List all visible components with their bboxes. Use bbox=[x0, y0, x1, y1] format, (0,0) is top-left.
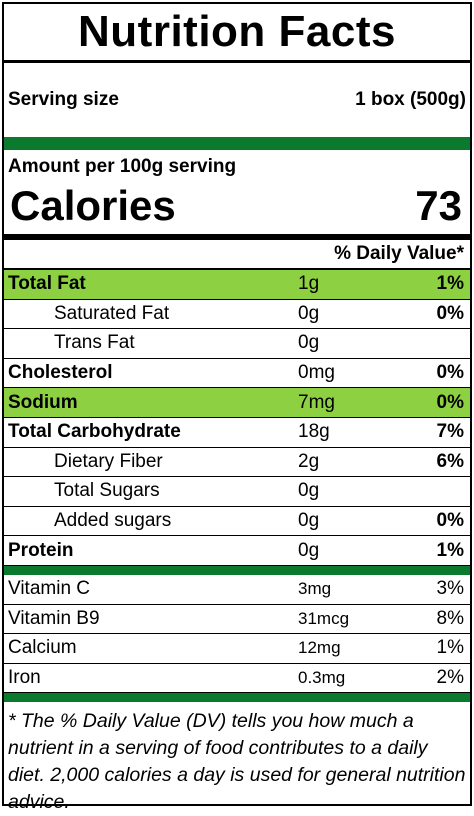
nutrient-amount: 7mg bbox=[298, 391, 335, 413]
nutrient-amount: 18g bbox=[298, 421, 330, 443]
nutrient-name: Total Carbohydrate bbox=[8, 421, 181, 443]
serving-size-value: 1 box (500g) bbox=[355, 89, 466, 110]
vitamin-dv: 8% bbox=[436, 607, 464, 629]
nutrient-row-protein: Protein 0g 1% bbox=[4, 535, 470, 565]
nutrient-dv: 0% bbox=[436, 302, 464, 324]
vitamin-amount: 12mg bbox=[298, 638, 341, 658]
calories-row: Calories 73 bbox=[4, 178, 470, 234]
nutrient-row-total-fat: Total Fat 1g 1% bbox=[4, 268, 470, 299]
amount-per-serving: Amount per 100g serving bbox=[8, 156, 237, 177]
vitamin-name: Vitamin B9 bbox=[8, 607, 100, 629]
nutrient-row-total-sugars: Total Sugars 0g bbox=[4, 476, 470, 506]
green-divider bbox=[4, 137, 470, 150]
vitamin-row-calcium: Calcium 12mg 1% bbox=[4, 633, 470, 663]
nutrient-name: Total Sugars bbox=[54, 480, 160, 502]
nutrient-dv: 7% bbox=[436, 421, 464, 443]
divider bbox=[4, 60, 470, 63]
nutrient-dv: 1% bbox=[436, 273, 464, 295]
calories-value: 73 bbox=[415, 182, 462, 229]
nutrient-dv: 6% bbox=[436, 450, 464, 472]
thick-divider bbox=[4, 234, 470, 240]
nutrient-row-cholesterol: Cholesterol 0mg 0% bbox=[4, 357, 470, 388]
vitamin-amount: 31mcg bbox=[298, 608, 350, 628]
nutrient-amount: 0g bbox=[298, 302, 320, 324]
vitamin-row-vitamin-b9: Vitamin B9 31mcg 8% bbox=[4, 603, 470, 634]
label-title: Nutrition Facts bbox=[78, 7, 396, 56]
nutrient-dv: 0% bbox=[436, 391, 464, 413]
green-divider bbox=[4, 692, 470, 703]
nutrient-amount: 0mg bbox=[298, 362, 335, 384]
nutrient-amount: 2g bbox=[298, 450, 320, 472]
nutrient-dv: 1% bbox=[436, 539, 464, 561]
footnote: * The % Daily Value (DV) tells you how m… bbox=[8, 710, 466, 814]
nutrient-row-sodium: Sodium 7mg 0% bbox=[4, 387, 470, 417]
vitamin-name: Calcium bbox=[8, 637, 77, 659]
vitamin-dv: 1% bbox=[436, 637, 464, 659]
vitamin-amount: 3mg bbox=[298, 579, 332, 599]
nutrient-amount: 0g bbox=[298, 480, 320, 502]
nutrient-name: Protein bbox=[8, 539, 74, 561]
vitamin-row-vitamin-c: Vitamin C 3mg 3% bbox=[4, 575, 470, 604]
vitamin-name: Vitamin C bbox=[8, 578, 91, 600]
nutrient-name: Sodium bbox=[8, 391, 78, 413]
nutrient-amount: 0g bbox=[298, 332, 320, 354]
nutrient-amount: 1g bbox=[298, 273, 320, 295]
nutrient-amount: 0g bbox=[298, 510, 320, 532]
vitamin-row-iron: Iron 0.3mg 2% bbox=[4, 662, 470, 693]
nutrient-row-trans-fat: Trans Fat 0g bbox=[4, 328, 470, 358]
nutrient-row-saturated-fat: Saturated Fat 0g 0% bbox=[4, 298, 470, 329]
serving-size-row: Serving size 1 box (500g) bbox=[4, 63, 470, 137]
nutrient-row-added-sugars: Added sugars 0g 0% bbox=[4, 505, 470, 536]
nutrient-name: Trans Fat bbox=[54, 332, 135, 354]
nutrient-row-dietary-fiber: Dietary Fiber 2g 6% bbox=[4, 446, 470, 477]
vitamin-name: Iron bbox=[8, 667, 41, 689]
calories-label: Calories bbox=[10, 182, 176, 229]
nutrient-row-total-carbohydrate: Total Carbohydrate 18g 7% bbox=[4, 416, 470, 447]
vitamin-amount: 0.3mg bbox=[298, 668, 346, 688]
nutrient-dv: 0% bbox=[436, 362, 464, 384]
nutrient-name: Dietary Fiber bbox=[54, 450, 163, 472]
daily-value-header: % Daily Value* bbox=[334, 243, 464, 264]
serving-size-label: Serving size bbox=[8, 89, 119, 110]
nutrient-dv: 0% bbox=[436, 510, 464, 532]
vitamin-dv: 2% bbox=[436, 667, 464, 689]
green-divider bbox=[4, 564, 470, 575]
nutrient-name: Added sugars bbox=[54, 510, 172, 532]
vitamin-dv: 3% bbox=[436, 578, 464, 600]
nutrient-name: Cholesterol bbox=[8, 362, 113, 384]
nutrient-amount: 0g bbox=[298, 539, 320, 561]
nutrient-name: Saturated Fat bbox=[54, 302, 170, 324]
nutrient-name: Total Fat bbox=[8, 273, 86, 295]
